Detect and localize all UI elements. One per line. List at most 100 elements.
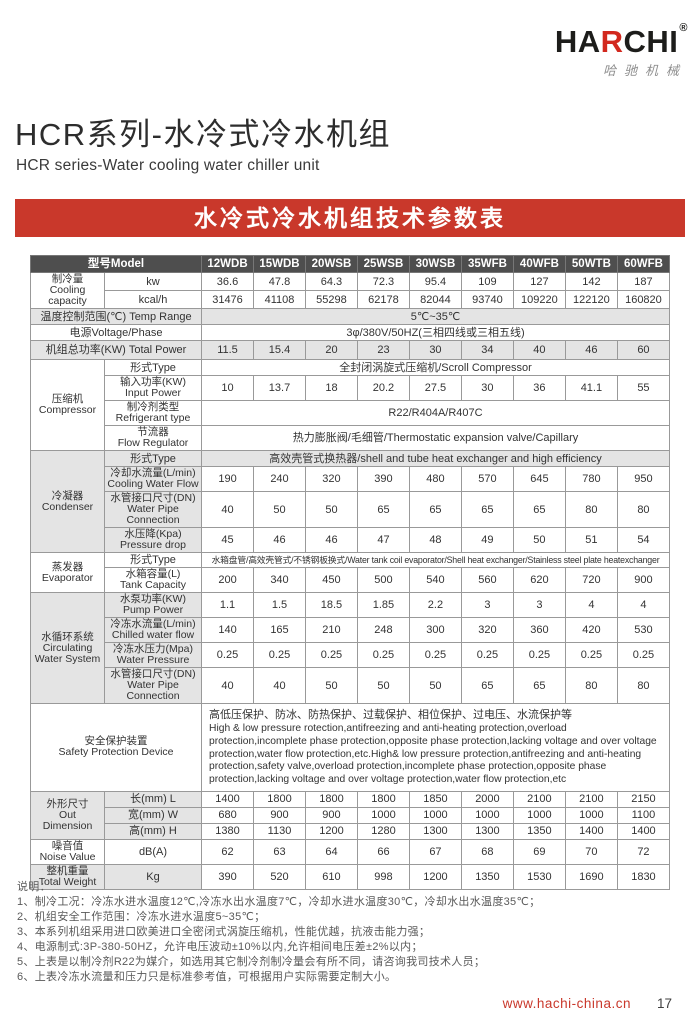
page-title: HCR系列-水冷式冷水机组 bbox=[15, 117, 391, 152]
section-label: 温度控制范围(℃) Temp Range bbox=[29, 308, 203, 325]
value-cell: 360 bbox=[512, 617, 566, 643]
value-cell: 1530 bbox=[512, 863, 566, 890]
logo-text-r: R bbox=[600, 24, 624, 59]
value-cell: 65 bbox=[512, 667, 566, 704]
value-cell: 65 bbox=[408, 491, 462, 528]
value-cell: 31476 bbox=[201, 290, 254, 309]
model-column-header: 40WFB bbox=[512, 255, 566, 273]
value-cell: 390 bbox=[356, 466, 410, 492]
value-cell: 109 bbox=[460, 272, 514, 291]
row-label: dB(A) bbox=[103, 838, 203, 865]
value-cell: 50 bbox=[304, 667, 358, 704]
value-cell: 46 bbox=[253, 527, 306, 553]
value-cell: 63 bbox=[253, 838, 306, 865]
row-label: 形式Type bbox=[103, 450, 203, 467]
note-line: 2、机组安全工作范围：冷冻水进水温度5~35℃； bbox=[17, 911, 266, 923]
section-label: 安全保护装置 Safety Protection Device bbox=[29, 703, 203, 792]
value-cell: 1.5 bbox=[253, 592, 306, 618]
value-cell: 66 bbox=[356, 838, 410, 865]
value-cell: 190 bbox=[201, 466, 254, 492]
value-cell: 540 bbox=[408, 567, 462, 593]
value-cell: 109220 bbox=[512, 290, 566, 309]
value-cell: 200 bbox=[201, 567, 254, 593]
value-cell: 165 bbox=[253, 617, 306, 643]
value-cell: 50 bbox=[512, 527, 566, 553]
value-cell: 4 bbox=[616, 592, 671, 618]
value-cell: 1400 bbox=[564, 822, 618, 840]
value-cell: 2100 bbox=[512, 790, 566, 808]
value-cell: 34 bbox=[460, 340, 514, 360]
value-cell: 55 bbox=[616, 375, 671, 401]
span-value-cell: 3φ/380V/50HZ(三相四线或三相五线) bbox=[201, 324, 670, 341]
value-cell: 2100 bbox=[564, 790, 618, 808]
value-cell: 72.3 bbox=[356, 272, 410, 291]
value-cell: 998 bbox=[356, 863, 410, 890]
value-cell: 1000 bbox=[564, 806, 618, 824]
value-cell: 240 bbox=[253, 466, 306, 492]
row-label: 高(mm) H bbox=[103, 822, 203, 840]
value-cell: 500 bbox=[356, 567, 410, 593]
value-cell: 1830 bbox=[616, 863, 671, 890]
section-label: 噪音值 Noise Value bbox=[30, 838, 105, 865]
row-label: 冷却水流量(L/min) Cooling Water Flow bbox=[103, 466, 203, 492]
span-value-cell: 全封闭涡旋式压缩机/Scroll Compressor bbox=[201, 359, 670, 376]
value-cell: 1300 bbox=[460, 822, 514, 840]
value-cell: 95.4 bbox=[408, 272, 462, 291]
value-cell: 60 bbox=[616, 340, 671, 360]
row-label: 冷冻水流量(L/min) Chilled water flow bbox=[103, 617, 203, 643]
span-value-cell: R22/R404A/R407C bbox=[201, 400, 670, 426]
value-cell: 480 bbox=[408, 466, 462, 492]
value-cell: 610 bbox=[304, 863, 358, 890]
section-label: 机组总功率(KW) Total Power bbox=[29, 340, 203, 360]
value-cell: 1000 bbox=[408, 806, 462, 824]
value-cell: 36 bbox=[512, 375, 566, 401]
note-line: 1、制冷工况：冷冻水进水温度12℃,冷冻水出水温度7℃，冷却水进水温度30℃，冷… bbox=[17, 896, 541, 908]
value-cell: 900 bbox=[253, 806, 306, 824]
value-cell: 1200 bbox=[304, 822, 358, 840]
page-subtitle: HCR series-Water cooling water chiller u… bbox=[16, 157, 320, 174]
note-line: 4、电源制式:3P-380-50HZ，允许电压波动±10%以内,允许相间电压差±… bbox=[17, 941, 423, 953]
value-cell: 0.25 bbox=[616, 642, 671, 668]
value-cell: 65 bbox=[460, 667, 514, 704]
value-cell: 80 bbox=[564, 491, 618, 528]
value-cell: 65 bbox=[512, 491, 566, 528]
value-cell: 0.25 bbox=[304, 642, 358, 668]
value-cell: 47.8 bbox=[253, 272, 306, 291]
harchi-logo: HARCHI® 哈驰机械 bbox=[555, 23, 688, 79]
row-label: 水泵功率(KW) Pump Power bbox=[103, 592, 203, 618]
model-column-header: 20WSB bbox=[304, 255, 358, 273]
value-cell: 10 bbox=[201, 375, 254, 401]
harchi-logo-wordmark: HARCHI® bbox=[555, 23, 688, 59]
span-value-cell: 高效壳管式换热器/shell and tube heat exchanger a… bbox=[201, 450, 670, 467]
value-cell: 1000 bbox=[460, 806, 514, 824]
logo-chinese-name: 哈驰机械 bbox=[602, 63, 687, 78]
value-cell: 950 bbox=[616, 466, 671, 492]
value-cell: 0.25 bbox=[460, 642, 514, 668]
model-column-header: 35WFB bbox=[460, 255, 514, 273]
value-cell: 1800 bbox=[253, 790, 306, 808]
value-cell: 420 bbox=[564, 617, 618, 643]
value-cell: 1800 bbox=[304, 790, 358, 808]
value-cell: 2.2 bbox=[408, 592, 462, 618]
value-cell: 45 bbox=[201, 527, 254, 553]
row-label: 节流器 Flow Regulator bbox=[103, 425, 203, 451]
model-column-header: 12WDB bbox=[201, 255, 254, 273]
value-cell: 187 bbox=[616, 272, 671, 291]
value-cell: 36.6 bbox=[201, 272, 254, 291]
value-cell: 1130 bbox=[253, 822, 306, 840]
value-cell: 80 bbox=[616, 667, 671, 704]
value-cell: 2000 bbox=[460, 790, 514, 808]
model-column-header: 15WDB bbox=[253, 255, 306, 273]
value-cell: 62 bbox=[201, 838, 254, 865]
value-cell: 0.25 bbox=[356, 642, 410, 668]
row-label: 水箱容量(L) Tank Capacity bbox=[103, 567, 203, 593]
value-cell: 1000 bbox=[356, 806, 410, 824]
value-cell: 93740 bbox=[460, 290, 514, 309]
span-value-cell: 水箱盘管/高效壳管式/不锈钢板换式/Water tank coil evapor… bbox=[201, 552, 670, 568]
row-label: 形式Type bbox=[103, 359, 203, 376]
value-cell: 41108 bbox=[253, 290, 306, 309]
website-link[interactable]: www.hachi-china.cn bbox=[502, 996, 631, 1011]
spec-table: 型号Model 12WDB 15WDB 20WSB 25WSB 30WSB 35WFB 40W… bbox=[29, 255, 671, 890]
value-cell: 1.1 bbox=[201, 592, 254, 618]
value-cell: 50 bbox=[304, 491, 358, 528]
